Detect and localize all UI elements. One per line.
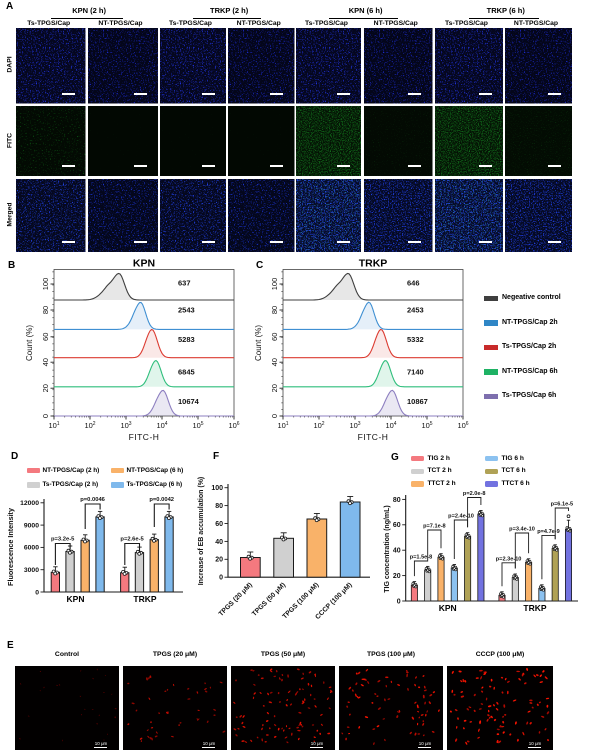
svg-text:FITC-H: FITC-H — [358, 432, 389, 442]
svg-text:p=0.0042: p=0.0042 — [149, 497, 174, 503]
svg-text:p=3.2e-5: p=3.2e-5 — [51, 537, 75, 543]
svg-text:6845: 6845 — [178, 368, 195, 377]
svg-text:12000: 12000 — [20, 500, 39, 507]
svg-text:40: 40 — [270, 358, 279, 366]
svg-text:101: 101 — [48, 421, 59, 430]
svg-text:80: 80 — [270, 306, 279, 314]
svg-text:KPN: KPN — [133, 258, 155, 270]
svg-text:100: 100 — [41, 278, 50, 291]
svg-text:Increase of EB accumulation (%: Increase of EB accumulation (%) — [198, 477, 205, 586]
svg-text:100: 100 — [211, 485, 223, 492]
svg-text:9000: 9000 — [24, 522, 39, 529]
svg-text:20: 20 — [270, 384, 279, 392]
svg-text:TPGS (50 μM): TPGS (50 μM) — [251, 582, 287, 618]
svg-text:TRKP: TRKP — [523, 603, 546, 613]
svg-text:3000: 3000 — [24, 567, 39, 574]
svg-text:p=2.3e-10: p=2.3e-10 — [496, 556, 522, 562]
svg-text:FITC-H: FITC-H — [129, 432, 160, 442]
svg-text:0: 0 — [41, 414, 50, 418]
svg-text:p=2.0e-8: p=2.0e-8 — [463, 491, 486, 497]
svg-text:104: 104 — [156, 421, 167, 430]
svg-text:10867: 10867 — [407, 397, 428, 406]
svg-text:104: 104 — [385, 421, 396, 430]
svg-text:20: 20 — [393, 573, 401, 580]
svg-text:102: 102 — [313, 421, 324, 430]
svg-text:100: 100 — [270, 278, 279, 291]
svg-text:20: 20 — [215, 557, 223, 564]
svg-text:p=1.5e-8: p=1.5e-8 — [410, 555, 433, 561]
svg-text:7140: 7140 — [407, 368, 424, 377]
svg-text:103: 103 — [349, 421, 360, 430]
svg-text:646: 646 — [407, 279, 420, 288]
svg-text:5283: 5283 — [178, 335, 195, 344]
svg-text:Count (%): Count (%) — [25, 325, 34, 361]
svg-text:105: 105 — [421, 421, 432, 430]
svg-text:5332: 5332 — [407, 335, 424, 344]
svg-text:0: 0 — [270, 414, 279, 418]
svg-text:KPN: KPN — [439, 603, 457, 613]
svg-text:p=6.1e-5: p=6.1e-5 — [551, 502, 574, 508]
svg-text:60: 60 — [215, 521, 223, 528]
svg-text:p=2.6e-5: p=2.6e-5 — [120, 537, 144, 543]
svg-text:2543: 2543 — [178, 306, 195, 315]
svg-text:0: 0 — [397, 598, 401, 605]
svg-text:80: 80 — [393, 497, 401, 504]
svg-text:TPGS (20 μM): TPGS (20 μM) — [218, 582, 254, 618]
svg-text:Fluorescence Intensity: Fluorescence Intensity — [6, 508, 15, 586]
svg-text:80: 80 — [215, 503, 223, 510]
svg-text:103: 103 — [120, 421, 131, 430]
svg-text:101: 101 — [277, 421, 288, 430]
svg-text:60: 60 — [393, 522, 401, 529]
svg-text:60: 60 — [41, 333, 50, 341]
svg-text:2453: 2453 — [407, 306, 424, 315]
svg-text:637: 637 — [178, 279, 191, 288]
svg-text:106: 106 — [228, 421, 239, 430]
svg-text:80: 80 — [41, 306, 50, 314]
svg-text:0: 0 — [219, 575, 223, 582]
svg-text:40: 40 — [215, 539, 223, 546]
svg-text:102: 102 — [84, 421, 95, 430]
svg-text:p=3.4e-10: p=3.4e-10 — [509, 527, 535, 533]
svg-text:p=4.7e-9: p=4.7e-9 — [537, 529, 560, 535]
svg-text:TRKP: TRKP — [133, 594, 156, 604]
svg-text:0: 0 — [35, 589, 39, 596]
svg-text:p=7.1e-8: p=7.1e-8 — [423, 524, 446, 530]
svg-text:TIG concentration (ng/mL): TIG concentration (ng/mL) — [384, 505, 391, 593]
svg-text:p=0.0046: p=0.0046 — [80, 497, 105, 503]
svg-text:40: 40 — [393, 548, 401, 555]
svg-text:105: 105 — [192, 421, 203, 430]
svg-text:40: 40 — [41, 358, 50, 366]
svg-text:CCCP (100 μM): CCCP (100 μM) — [314, 582, 353, 621]
svg-text:TRKP: TRKP — [359, 258, 388, 270]
svg-text:20: 20 — [41, 384, 50, 392]
svg-text:6000: 6000 — [24, 545, 39, 552]
svg-text:10674: 10674 — [178, 397, 200, 406]
svg-text:p=2.4e-10: p=2.4e-10 — [448, 514, 474, 520]
svg-text:60: 60 — [270, 333, 279, 341]
svg-text:Count (%): Count (%) — [254, 325, 263, 361]
svg-text:106: 106 — [457, 421, 468, 430]
svg-text:KPN: KPN — [67, 594, 85, 604]
